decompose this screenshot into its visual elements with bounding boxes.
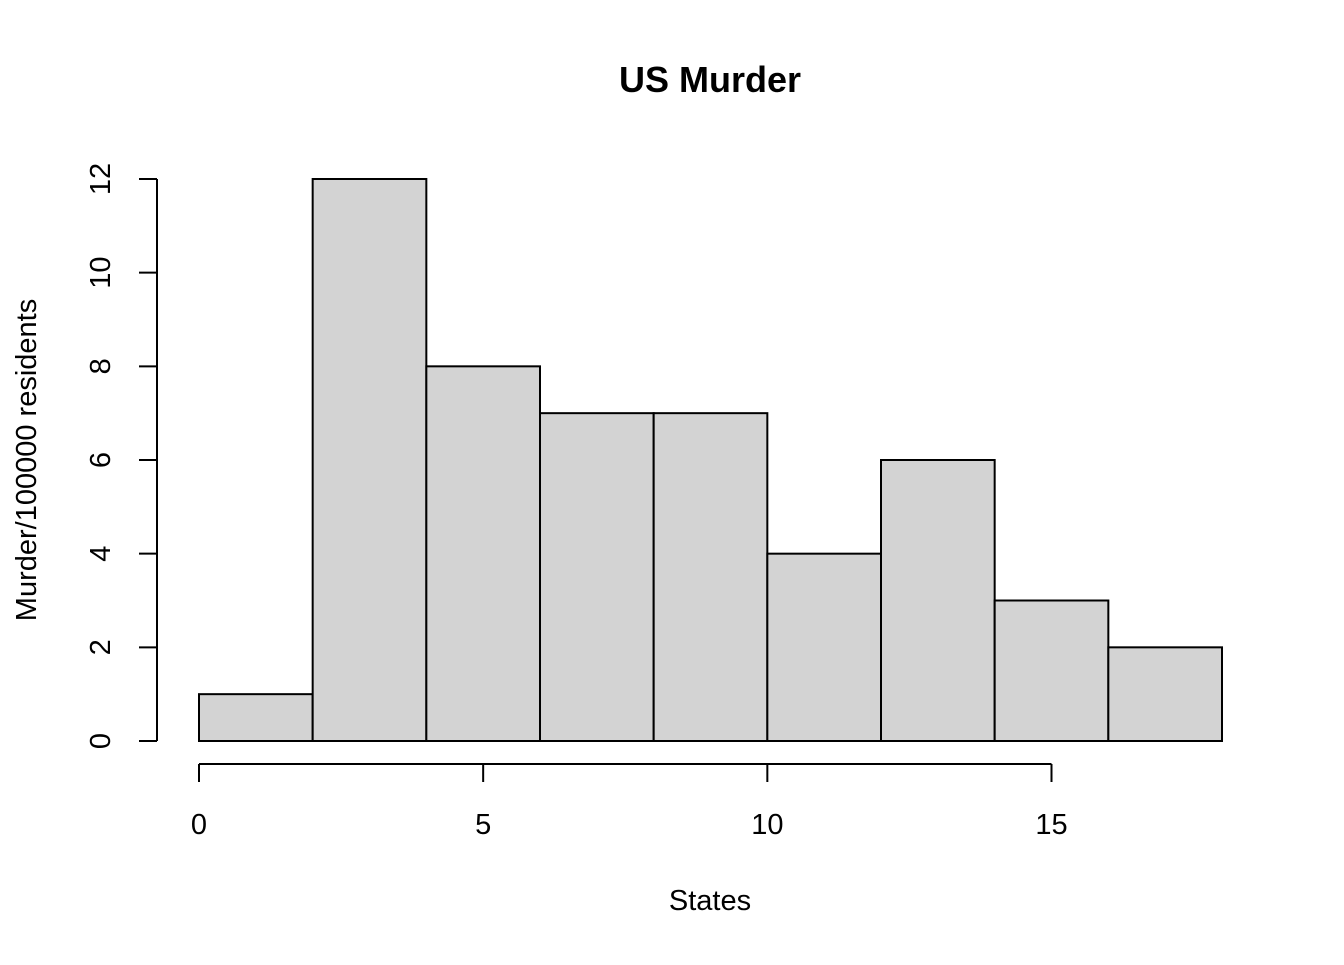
x-tick-label: 0 bbox=[191, 809, 207, 841]
x-tick-label: 15 bbox=[1035, 809, 1067, 841]
y-tick-label: 4 bbox=[85, 546, 117, 562]
histogram-bar-3 bbox=[539, 412, 655, 742]
y-tick-label: 0 bbox=[85, 733, 117, 749]
histogram-bar-6 bbox=[880, 459, 996, 742]
y-tick-label: 6 bbox=[85, 452, 117, 468]
histogram-bar-7 bbox=[993, 599, 1110, 742]
x-axis-title: States bbox=[669, 885, 751, 917]
histogram-bar-2 bbox=[425, 365, 542, 742]
x-tick-label: 5 bbox=[475, 809, 491, 841]
histogram-bar-8 bbox=[1107, 646, 1224, 742]
y-tick-label: 12 bbox=[85, 163, 117, 195]
y-axis-title: Murder/100000 residents bbox=[11, 299, 43, 621]
histogram-bar-5 bbox=[766, 552, 882, 743]
y-tick-label: 2 bbox=[85, 639, 117, 655]
x-tick-label: 10 bbox=[751, 809, 783, 841]
y-axis: 0 2 4 6 8 10 12 bbox=[85, 163, 158, 749]
histogram-bar-1 bbox=[311, 178, 428, 742]
x-axis: 0 5 10 15 bbox=[191, 763, 1068, 841]
histogram-bar-0 bbox=[198, 693, 314, 743]
histogram-bar-4 bbox=[652, 412, 769, 742]
y-tick-label: 10 bbox=[85, 257, 117, 289]
chart-title: US Murder bbox=[619, 59, 801, 100]
bars-group bbox=[198, 178, 1224, 743]
y-tick-label: 8 bbox=[85, 358, 117, 374]
